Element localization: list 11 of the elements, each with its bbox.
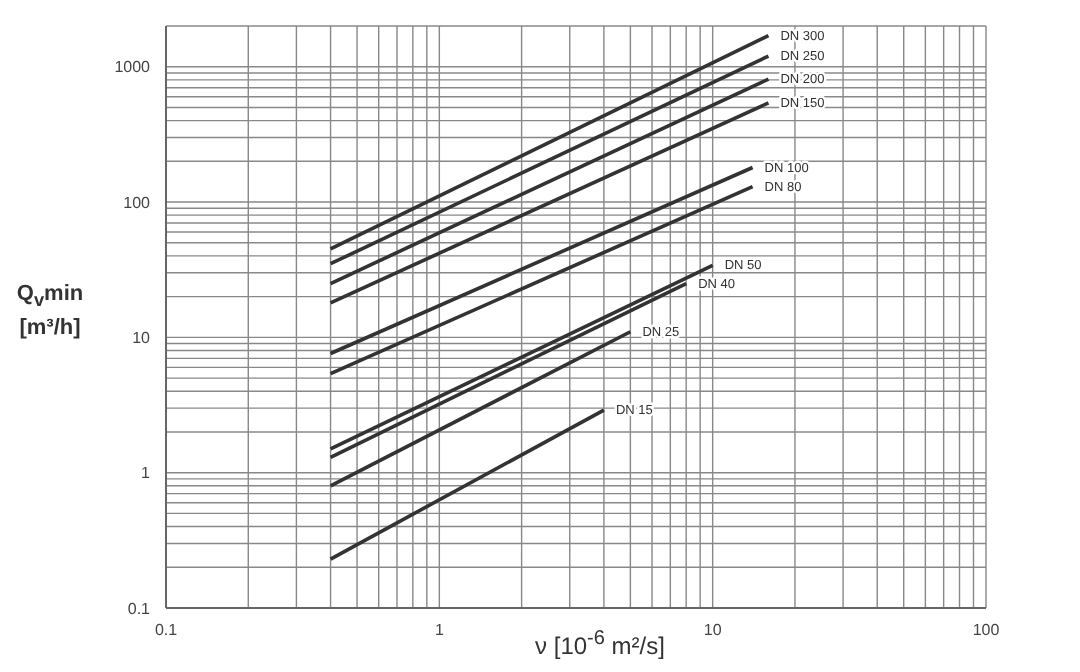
y-tick-label: 100 bbox=[123, 193, 152, 212]
y-tick-label: 1000 bbox=[114, 58, 152, 77]
x-tick-label: 1 bbox=[434, 621, 445, 640]
x-tick-label: 0.1 bbox=[154, 621, 179, 640]
x-axis-title: ν [10$^{-6}$ m²/s] bbox=[535, 628, 665, 660]
y-axis-title: Q$_{v}$min [m³/h] bbox=[14, 280, 86, 343]
y-tick-label: 0.1 bbox=[127, 599, 152, 618]
x-tick-label: 100 bbox=[972, 621, 1001, 640]
x-tick-label: 10 bbox=[703, 621, 723, 640]
y-tick-label: 10 bbox=[132, 329, 152, 348]
y-tick-label: 1 bbox=[141, 464, 152, 483]
